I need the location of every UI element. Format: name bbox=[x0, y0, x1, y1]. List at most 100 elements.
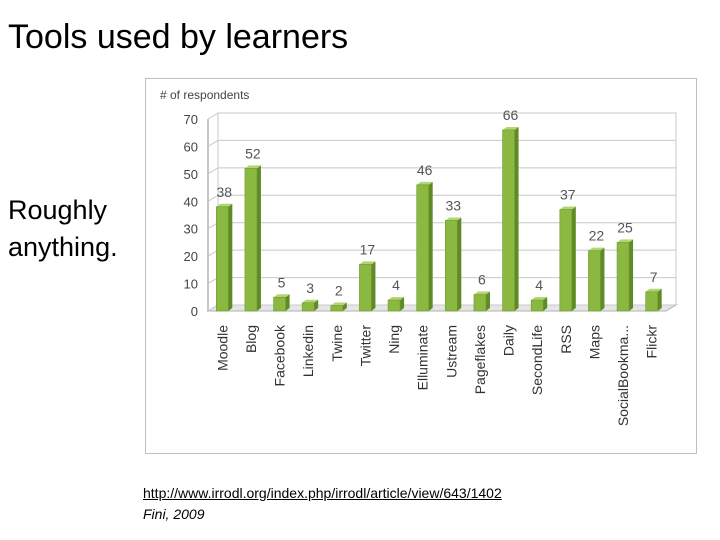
bar-moodle bbox=[216, 203, 233, 312]
bar-top bbox=[273, 294, 290, 298]
chart-frame: # of respondents 0 10 20 30 40 50 60 70 38 Moodle… bbox=[145, 78, 697, 454]
bar-ustream bbox=[445, 217, 462, 312]
bar-side bbox=[285, 294, 290, 311]
data-label: 52 bbox=[245, 145, 261, 161]
slide-title: Tools used by learners bbox=[8, 18, 349, 56]
x-tick-label: Moodle bbox=[214, 325, 230, 371]
bar-front bbox=[588, 250, 601, 312]
x-tick-label: Pageflakes bbox=[472, 325, 488, 394]
bar-side bbox=[629, 239, 634, 311]
bar-front bbox=[473, 294, 487, 312]
bar-front bbox=[216, 206, 229, 312]
x-tick-label: Ustream bbox=[443, 325, 459, 378]
bar-top bbox=[473, 291, 490, 295]
bar-socialbookma- bbox=[616, 239, 634, 312]
y-axis-label: # of respondents bbox=[160, 88, 249, 102]
bar-twine bbox=[330, 302, 347, 312]
bar-top bbox=[617, 239, 634, 243]
bar-daily bbox=[502, 126, 519, 312]
x-tick-label: RSS bbox=[558, 325, 574, 354]
bar-ning bbox=[387, 297, 405, 312]
y-tick-label: 50 bbox=[184, 167, 198, 182]
bar-side bbox=[485, 291, 490, 311]
bar-top bbox=[388, 297, 405, 301]
bar-top bbox=[302, 299, 319, 303]
bar-maps bbox=[588, 247, 605, 312]
gridline-depth bbox=[207, 139, 219, 147]
x-tick-label: Twine bbox=[329, 325, 345, 362]
bar-top bbox=[416, 181, 433, 185]
x-tick-label: Maps bbox=[586, 325, 602, 359]
x-tick-label: Flickr bbox=[644, 325, 660, 359]
bar-front bbox=[273, 296, 286, 312]
bar-top bbox=[502, 126, 519, 130]
bar-top bbox=[559, 206, 576, 210]
bar-rss bbox=[559, 206, 576, 312]
x-tick-label: Twitter bbox=[357, 325, 373, 367]
bar-top bbox=[588, 247, 605, 251]
data-label: 2 bbox=[335, 283, 343, 299]
bar-top bbox=[359, 261, 376, 265]
y-tick-label: 40 bbox=[184, 194, 198, 209]
data-label: 3 bbox=[306, 280, 314, 296]
bar-front bbox=[530, 299, 544, 312]
x-tick-label: SecondLife bbox=[529, 325, 545, 395]
bar-side bbox=[428, 181, 433, 311]
bar-facebook bbox=[273, 294, 290, 312]
x-tick-label: Elluminate bbox=[415, 325, 431, 391]
data-label: 38 bbox=[217, 184, 233, 200]
bar-front bbox=[359, 264, 372, 312]
bar-front bbox=[645, 291, 658, 312]
data-label: 4 bbox=[392, 277, 400, 293]
bar-top bbox=[445, 217, 462, 221]
y-tick-label: 20 bbox=[184, 249, 198, 264]
data-label: 66 bbox=[503, 107, 519, 123]
bar-front bbox=[244, 168, 258, 312]
bar-top bbox=[645, 288, 662, 292]
bar-side bbox=[314, 299, 319, 311]
data-label: 33 bbox=[446, 197, 462, 213]
bar-front bbox=[330, 305, 344, 312]
y-tick-label: 30 bbox=[184, 222, 198, 237]
x-tick-label: SocialBookma... bbox=[615, 325, 631, 426]
bar-side bbox=[571, 206, 576, 311]
bar-top bbox=[330, 302, 347, 306]
data-label: 37 bbox=[560, 187, 576, 203]
data-label: 6 bbox=[478, 272, 486, 288]
bar-flickr bbox=[645, 288, 662, 312]
bar-side bbox=[400, 297, 405, 311]
source-citation: Fini, 2009 bbox=[143, 506, 205, 522]
y-tick-label: 60 bbox=[184, 139, 198, 154]
gridline-depth bbox=[207, 112, 219, 120]
bar-side bbox=[600, 247, 605, 311]
source-link[interactable]: http://www.irrodl.org/index.php/irrodl/a… bbox=[143, 485, 502, 501]
bar-top bbox=[216, 203, 233, 207]
bar-front bbox=[416, 184, 429, 312]
bar-front bbox=[387, 299, 401, 312]
bar-elluminate bbox=[416, 181, 433, 312]
bar-front bbox=[445, 220, 458, 312]
bar-twitter bbox=[359, 261, 376, 312]
gridline-depth bbox=[207, 167, 219, 175]
bar-side bbox=[228, 203, 233, 311]
bar-side bbox=[457, 217, 462, 311]
y-tick-label: 0 bbox=[191, 304, 198, 319]
bar-front bbox=[559, 209, 573, 312]
bar-side bbox=[514, 126, 519, 311]
x-tick-label: Linkedin bbox=[300, 325, 316, 377]
y-tick-label: 70 bbox=[184, 112, 198, 127]
x-tick-label: Facebook bbox=[272, 324, 288, 386]
bar-front bbox=[301, 302, 315, 312]
bar-side bbox=[342, 302, 347, 311]
bar-blog bbox=[244, 165, 261, 312]
bar-pageflakes bbox=[473, 291, 490, 312]
bar-front bbox=[502, 129, 515, 312]
bar-top bbox=[531, 297, 548, 301]
bar-side bbox=[543, 297, 548, 311]
data-label: 22 bbox=[589, 228, 605, 244]
data-label: 25 bbox=[617, 219, 633, 235]
bar-side bbox=[657, 288, 662, 311]
side-note: Roughly anything. bbox=[8, 195, 118, 262]
bar-top bbox=[244, 165, 261, 169]
gridline-depth bbox=[207, 194, 219, 202]
